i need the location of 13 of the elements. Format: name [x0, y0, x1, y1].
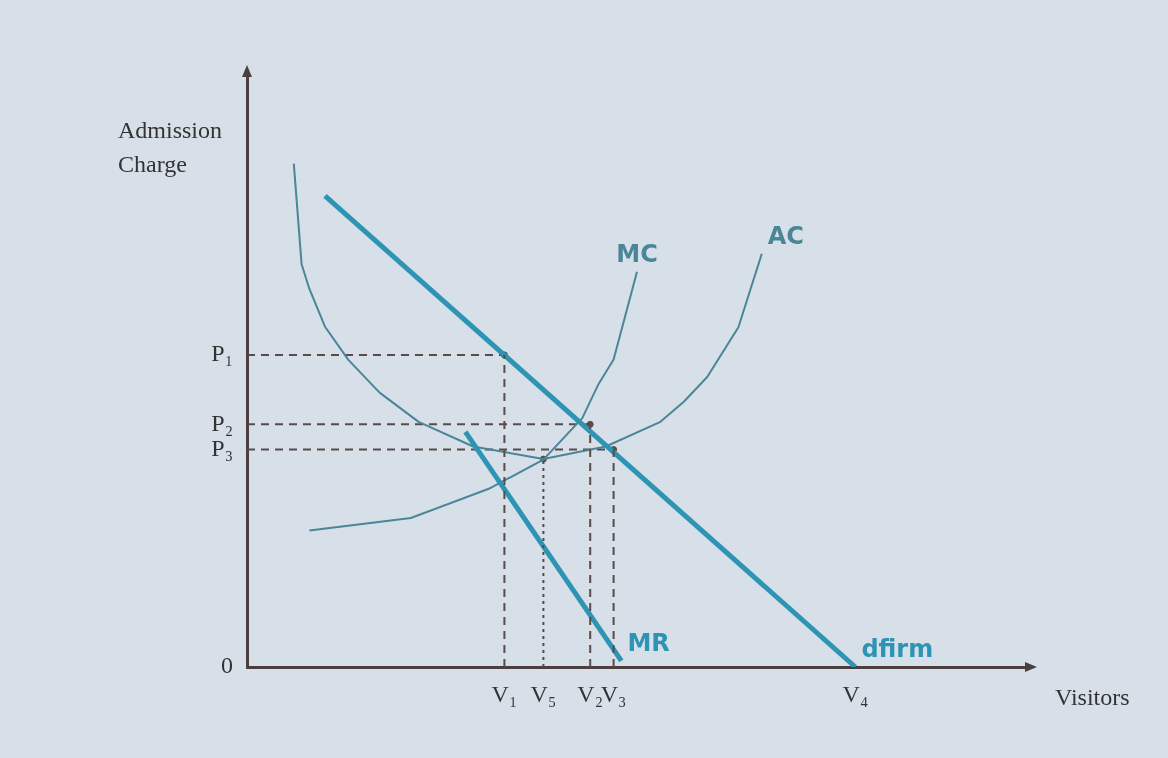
- series-label: MC: [616, 240, 658, 269]
- x-tick-label: V₁: [491, 680, 518, 707]
- text: 0: [221, 652, 233, 679]
- x-axis-title: Visitors: [1055, 684, 1130, 711]
- x-tick-label: V₃: [600, 680, 627, 707]
- series-label: AC: [767, 221, 804, 250]
- series-label: P₂: [211, 409, 233, 436]
- series-label: dfirm: [861, 635, 934, 664]
- x-tick-label: V₄: [842, 680, 869, 707]
- series-label: P₁: [211, 340, 233, 367]
- x-tick-label: V₅: [530, 680, 557, 707]
- y-axis-title: Admission Charge: [118, 117, 223, 177]
- series-label: MR: [627, 629, 670, 658]
